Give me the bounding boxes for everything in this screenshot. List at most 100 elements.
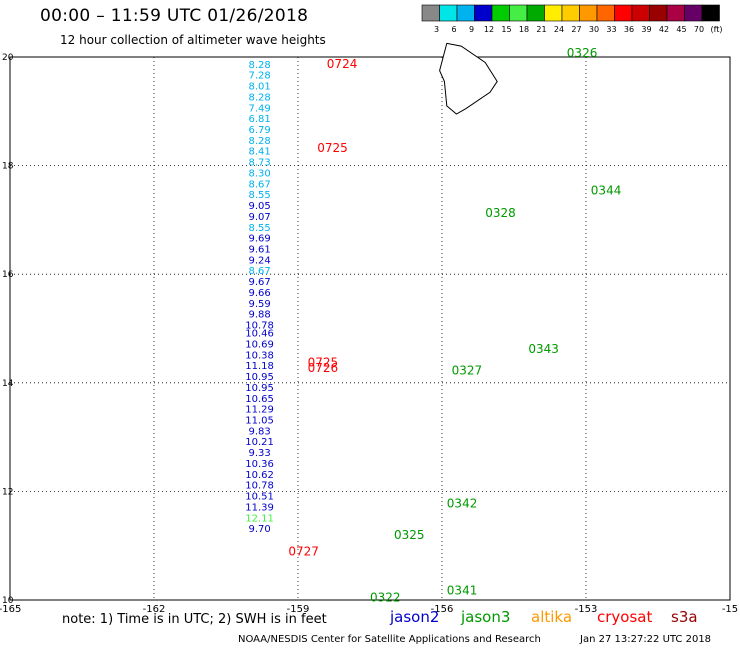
colorbar-swatch <box>649 4 668 22</box>
y-tick-label: 20 <box>2 53 14 63</box>
track-label: 0726 <box>308 361 339 375</box>
data-point-label: 7.49 <box>248 103 270 114</box>
data-point-label: 10.65 <box>245 394 274 405</box>
data-point-label: 8.41 <box>248 147 270 158</box>
track-label: 0725 <box>317 141 348 155</box>
colorbar-label: 3 <box>434 25 439 34</box>
track-label: 0322 <box>370 591 401 605</box>
track-label: 0327 <box>452 364 483 378</box>
y-tick-label: 12 <box>2 487 13 497</box>
colorbar-swatch <box>526 4 545 22</box>
data-point-label: 9.70 <box>248 524 270 535</box>
track-label: 0325 <box>394 528 425 542</box>
data-point-label: 10.95 <box>245 372 274 383</box>
data-point-label: 8.73 <box>248 158 270 169</box>
legend-cryosat: cryosat <box>597 608 653 626</box>
colorbar-label: (ft) <box>710 25 722 34</box>
data-point-label: 10.38 <box>245 350 274 361</box>
footer-timestamp: Jan 27 13:27:22 UTC 2018 <box>580 634 712 645</box>
data-point-label: 9.88 <box>248 310 270 321</box>
data-point-label: 10.69 <box>245 340 274 351</box>
legend-jason3: jason3 <box>461 608 511 626</box>
colorbar-label: 27 <box>571 25 581 34</box>
colorbar-label: 21 <box>536 25 546 34</box>
colorbar-swatch <box>579 4 598 22</box>
colorbar-swatch <box>509 4 528 22</box>
colorbar-swatch <box>544 4 563 22</box>
data-point-label: 11.29 <box>245 405 274 416</box>
track-label: 0341 <box>447 584 478 598</box>
data-point-label: 10.78 <box>245 481 274 492</box>
colorbar-swatch <box>596 4 615 22</box>
colorbar-label: 42 <box>659 25 669 34</box>
colorbar-swatch <box>631 4 650 22</box>
data-point-label: 6.81 <box>248 114 270 125</box>
data-point-label: 8.30 <box>248 168 270 179</box>
data-point-label: 8.55 <box>248 190 270 201</box>
colorbar-label: 6 <box>451 25 456 34</box>
track-label: 0343 <box>528 342 559 356</box>
x-tick-label: -165 <box>0 604 21 615</box>
track-label: 0328 <box>485 206 516 220</box>
chart-subtitle: 12 hour collection of altimeter wave hei… <box>60 33 326 47</box>
data-point-label: 8.67 <box>248 179 270 190</box>
track-label: 0724 <box>327 57 358 71</box>
legend-s3a: s3a <box>671 608 698 626</box>
colorbar-label: 39 <box>641 25 651 34</box>
data-point-label: 12.11 <box>245 513 274 524</box>
colorbar-label: 18 <box>519 25 529 34</box>
colorbar-label: 12 <box>484 25 494 34</box>
x-tick-label: -15 <box>722 604 738 615</box>
track-label: 0342 <box>447 497 478 511</box>
track-label: 0727 <box>288 544 319 558</box>
y-tick-label: 16 <box>2 270 14 280</box>
colorbar-swatch <box>474 4 493 22</box>
data-point-label: 9.67 <box>248 277 270 288</box>
data-point-label: 10.46 <box>245 329 274 340</box>
data-point-label: 9.07 <box>248 212 270 223</box>
legend-altika: altika <box>531 608 573 626</box>
y-tick-label: 18 <box>2 162 14 172</box>
y-tick-label: 10 <box>2 596 14 606</box>
data-point-label: 10.51 <box>245 492 274 503</box>
data-point-label: 6.79 <box>248 125 270 136</box>
colorbar-swatch <box>439 4 458 22</box>
legend-jason2: jason2 <box>390 608 440 626</box>
colorbar-swatch <box>421 4 440 22</box>
data-point-label: 9.24 <box>248 255 270 266</box>
colorbar-swatch <box>561 4 580 22</box>
colorbar-label: 45 <box>676 25 686 34</box>
data-point-label: 9.61 <box>248 244 270 255</box>
data-point-label: 10.78 <box>245 321 274 332</box>
data-point-label: 10.36 <box>245 459 274 470</box>
data-point-label: 8.28 <box>248 60 270 71</box>
colorbar-label: 33 <box>606 25 616 34</box>
colorbar-swatch <box>491 4 510 22</box>
data-point-label: 8.67 <box>248 266 270 277</box>
data-point-label: 8.55 <box>248 223 270 234</box>
colorbar-label: 9 <box>469 25 474 34</box>
data-point-label: 10.21 <box>245 437 274 448</box>
colorbar-label: 15 <box>501 25 511 34</box>
data-point-label: 9.05 <box>248 201 270 212</box>
colorbar-label: 70 <box>694 25 704 34</box>
colorbar-swatch <box>684 4 703 22</box>
footer-credit: NOAA/NESDIS Center for Satellite Applica… <box>238 634 541 645</box>
x-tick-label: -162 <box>143 604 166 615</box>
data-point-label: 9.69 <box>248 234 270 245</box>
data-point-label: 9.33 <box>248 448 270 459</box>
data-point-label: 11.39 <box>245 502 274 513</box>
data-point-label: 11.18 <box>245 361 274 372</box>
footer-note: note: 1) Time is in UTC; 2) SWH is in fe… <box>62 612 327 627</box>
data-point-label: 8.01 <box>248 82 270 93</box>
plot-frame <box>9 56 731 601</box>
colorbar-label: 36 <box>624 25 634 34</box>
data-point-label: 8.28 <box>248 136 270 147</box>
track-label: 0725 <box>308 356 339 370</box>
colorbar-swatch <box>456 4 475 22</box>
colorbar-label: 24 <box>554 25 564 34</box>
island-outline <box>439 42 498 115</box>
colorbar-label: 30 <box>589 25 599 34</box>
data-point-label: 10.62 <box>245 470 274 481</box>
